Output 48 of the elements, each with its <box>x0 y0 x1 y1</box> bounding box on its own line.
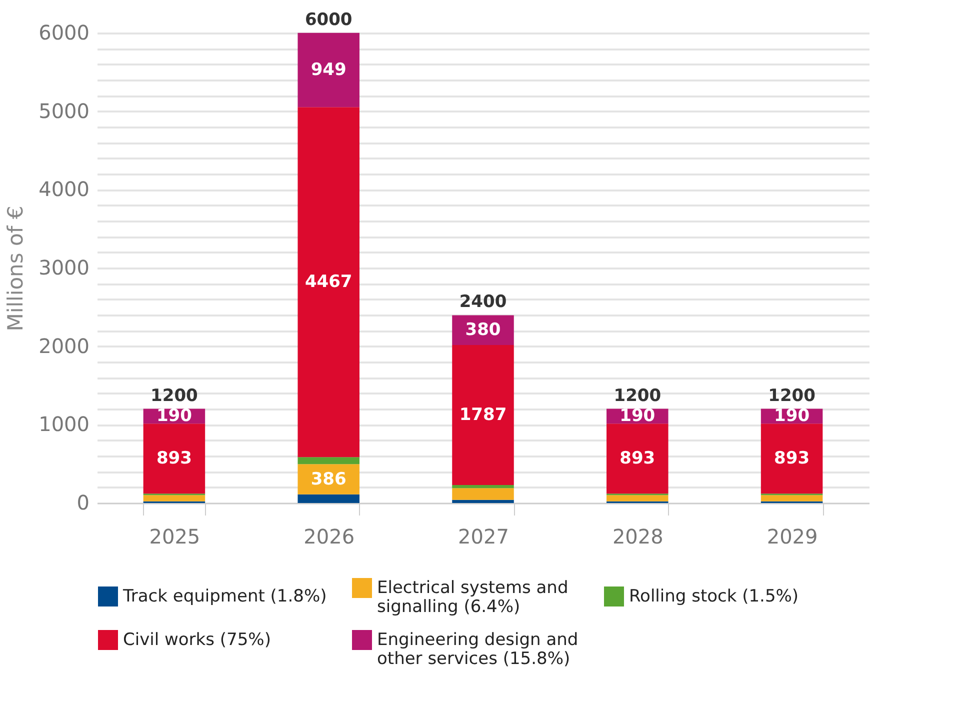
data-label: 190 <box>620 406 656 426</box>
legend-label: Electrical systems and signalling (6.4%) <box>377 578 568 617</box>
bar <box>606 495 668 502</box>
bar <box>452 484 514 488</box>
data-label: 4467 <box>304 272 352 292</box>
legend-label: Civil works (75%) <box>123 630 271 650</box>
data-label: 190 <box>774 406 810 426</box>
x-tick-label: 2029 <box>766 524 818 548</box>
y-tick-label: 2000 <box>38 334 90 358</box>
legend-label: Track equipment (1.8%) <box>122 586 327 606</box>
data-label: 949 <box>310 60 346 80</box>
data-label: 386 <box>310 469 346 490</box>
data-label: 190 <box>156 406 192 426</box>
y-tick-label: 1000 <box>38 412 90 436</box>
bar <box>298 457 360 464</box>
total-label: 1200 <box>768 386 816 406</box>
legend-label: Engineering design and other services (15.8%) <box>377 630 578 669</box>
x-tick-label: 2028 <box>612 524 664 548</box>
bar <box>760 495 823 502</box>
x-tick-label: 2026 <box>304 524 355 548</box>
total-label: 1200 <box>150 386 198 406</box>
data-label: 1787 <box>459 404 507 425</box>
bar <box>452 500 514 503</box>
total-label: 1200 <box>614 386 662 406</box>
bar <box>452 488 514 500</box>
y-tick-label: 4000 <box>38 177 90 202</box>
y-tick-label: 6000 <box>38 20 90 44</box>
bar <box>143 495 206 502</box>
x-tick-label: 2025 <box>149 524 200 548</box>
legend-label: Rolling stock (1.5%) <box>629 586 799 606</box>
x-tick-label: 2027 <box>458 524 509 548</box>
bar <box>760 424 823 494</box>
bar <box>298 107 360 458</box>
bar <box>452 345 514 485</box>
data-label: 893 <box>620 448 656 469</box>
total-label: 2400 <box>459 292 507 312</box>
data-label: 893 <box>774 448 810 469</box>
y-tick-label: 3000 <box>38 256 90 280</box>
data-label: 380 <box>465 320 501 340</box>
bar <box>298 494 360 503</box>
bar <box>606 424 668 494</box>
y-tick-label: 5000 <box>38 98 90 123</box>
bar <box>298 32 360 108</box>
bar <box>143 424 206 494</box>
y-axis-title: Millions of € <box>4 206 28 332</box>
total-label: 6000 <box>304 10 352 30</box>
data-label: 893 <box>156 448 192 469</box>
y-tick-label: 0 <box>76 490 90 514</box>
